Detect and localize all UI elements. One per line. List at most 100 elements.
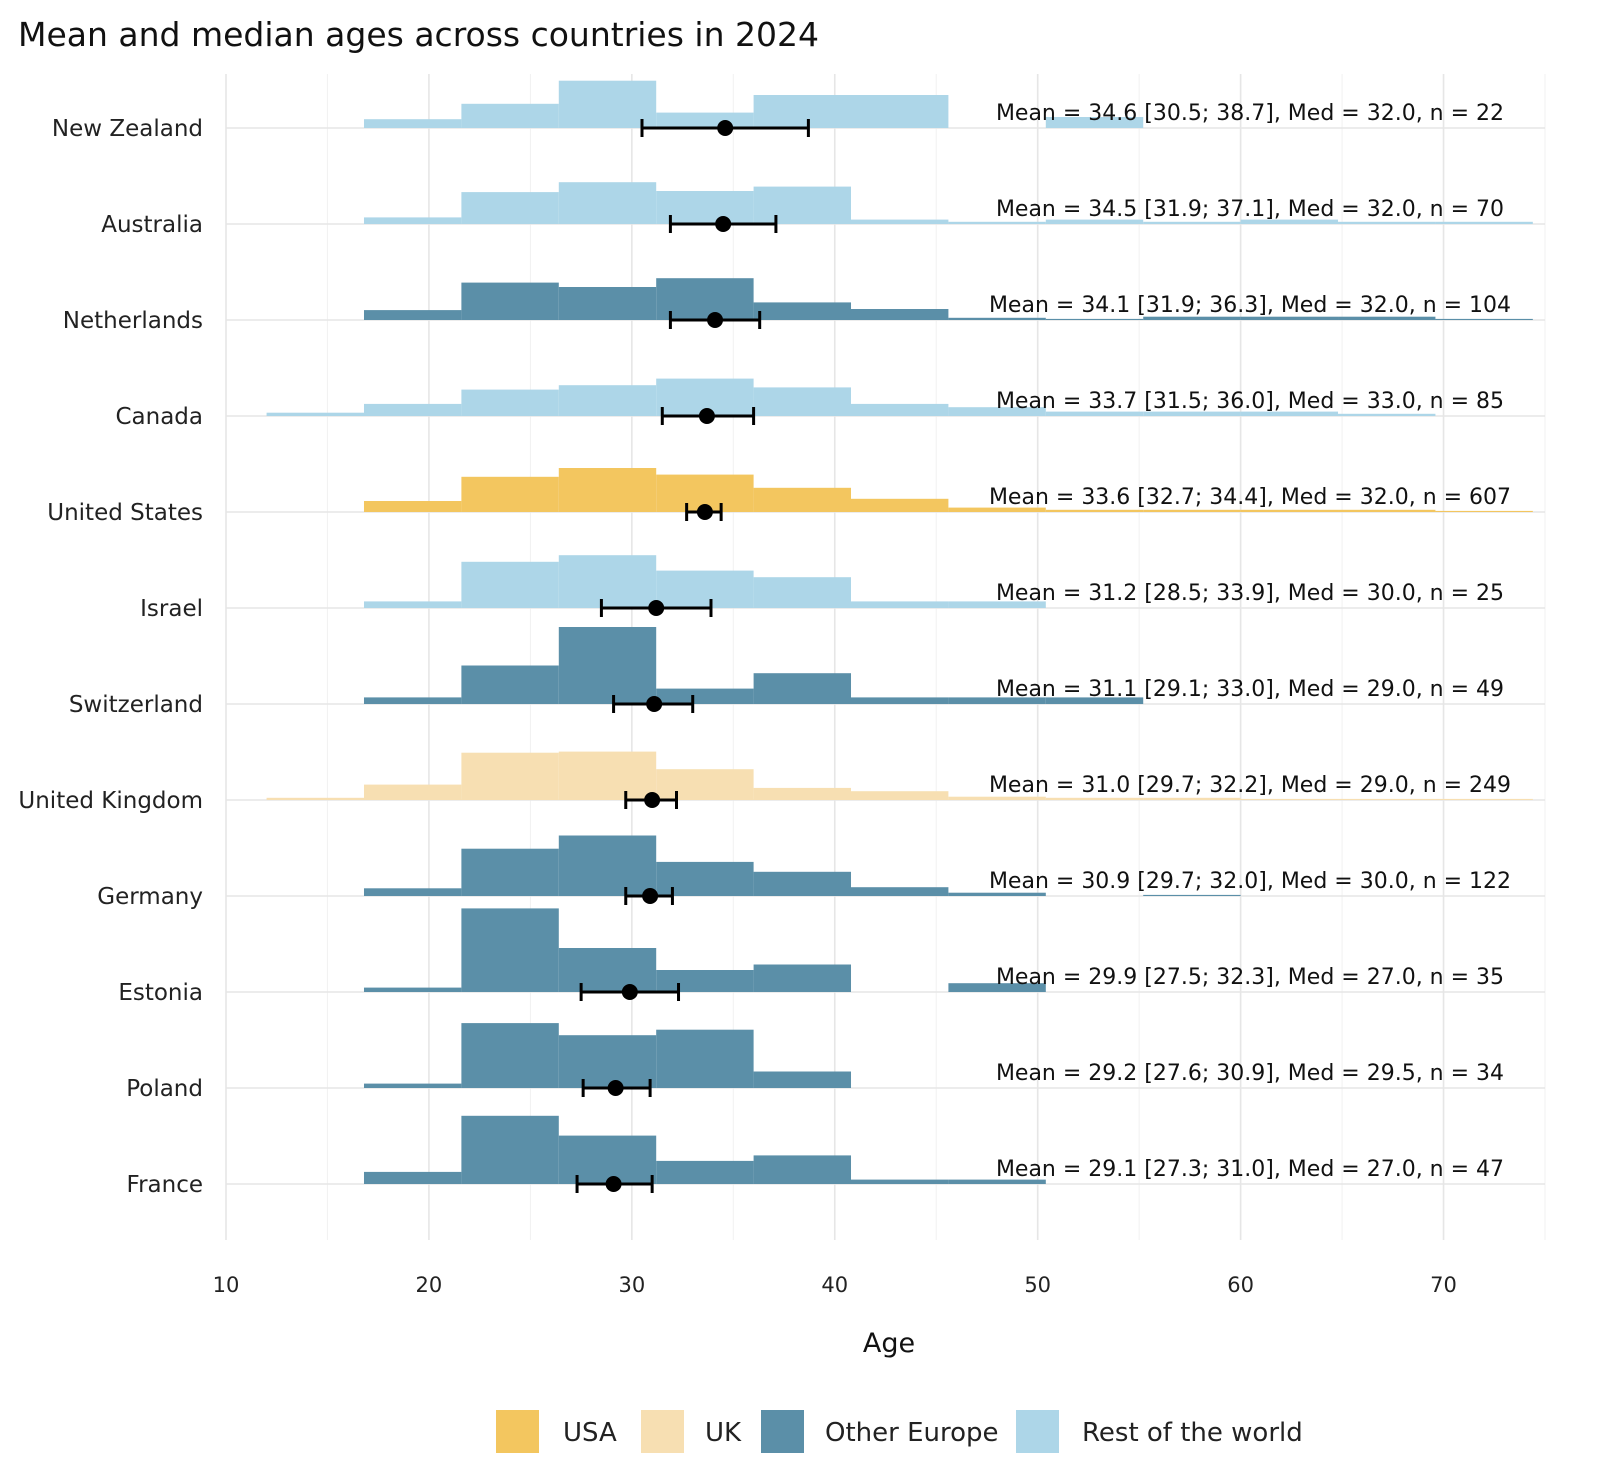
legend-swatch-usa bbox=[496, 1410, 539, 1453]
histogram-bar bbox=[1435, 510, 1533, 512]
histogram-bar bbox=[948, 697, 1046, 704]
x-tick-label: 70 bbox=[1430, 1273, 1457, 1297]
histogram-bar bbox=[851, 498, 949, 512]
histogram-bar bbox=[1143, 797, 1241, 800]
mean-point bbox=[644, 792, 661, 808]
histogram-bar bbox=[461, 561, 559, 608]
histogram-bar bbox=[363, 1083, 462, 1088]
stat-annotation: Mean = 29.1 [27.3; 31.0], Med = 27.0, n … bbox=[996, 1157, 1504, 1182]
histogram-bar bbox=[656, 570, 754, 608]
annotations: Mean = 34.6 [30.5; 38.7], Med = 32.0, n … bbox=[989, 101, 1511, 1182]
histogram-bar bbox=[656, 191, 754, 224]
histogram-bar bbox=[363, 888, 462, 896]
y-axis-labels: New Zealand Australia Netherlands Canada Uni… bbox=[18, 116, 203, 1198]
histogram-bar bbox=[851, 1179, 949, 1184]
legend-label-row: Rest of the world bbox=[1082, 1418, 1303, 1448]
histogram-bar bbox=[363, 119, 462, 128]
y-axis-label: Canada bbox=[115, 404, 203, 430]
histogram-bar bbox=[851, 601, 949, 608]
histogram-bar bbox=[558, 468, 657, 512]
histogram-bar bbox=[461, 752, 559, 800]
x-tick-label: 40 bbox=[821, 1273, 848, 1297]
legend-label-europe: Other Europe bbox=[825, 1418, 999, 1448]
histogram-bar bbox=[948, 407, 1046, 416]
histogram-bar bbox=[656, 278, 754, 320]
chart-title: Mean and median ages across countries in… bbox=[18, 15, 819, 54]
legend-label-uk: UK bbox=[705, 1418, 742, 1448]
histogram-bar bbox=[948, 507, 1046, 512]
histogram-bar bbox=[656, 769, 754, 800]
histogram-bar bbox=[1143, 894, 1241, 896]
mean-point bbox=[642, 888, 659, 904]
histogram-bar bbox=[363, 217, 462, 224]
histogram-bar bbox=[1240, 219, 1339, 224]
histogram-bar bbox=[558, 385, 657, 416]
histogram-bar bbox=[753, 1071, 852, 1088]
histogram-bar bbox=[558, 555, 657, 608]
histogram-bar bbox=[753, 95, 852, 128]
mean-point bbox=[607, 1080, 624, 1096]
histogram-bar bbox=[461, 103, 559, 128]
y-axis-label: New Zealand bbox=[52, 116, 203, 142]
histogram-bar bbox=[1338, 798, 1436, 800]
histogram-bar bbox=[363, 1171, 462, 1184]
histogram-bar bbox=[363, 784, 462, 800]
y-axis-label: France bbox=[127, 1172, 203, 1198]
histogram-bar bbox=[1143, 411, 1241, 416]
histogram-bar bbox=[753, 871, 852, 896]
histogram-bar bbox=[1045, 509, 1144, 512]
histogram-bar bbox=[266, 412, 364, 416]
stat-annotation: Mean = 30.9 [29.7; 32.0], Med = 30.0, n … bbox=[989, 869, 1511, 894]
histogram-bar bbox=[656, 112, 754, 128]
histogram-bar bbox=[363, 697, 462, 704]
mean-point bbox=[707, 312, 724, 328]
histogram-bar bbox=[753, 387, 852, 416]
histogram-bar bbox=[1338, 509, 1436, 512]
histogram-bar bbox=[948, 983, 1046, 992]
histogram-bar bbox=[753, 964, 852, 992]
histogram-bar bbox=[363, 501, 462, 512]
histogram-bar bbox=[1435, 798, 1533, 800]
y-axis-label: Germany bbox=[97, 884, 203, 910]
histogram-bar bbox=[753, 186, 852, 224]
histogram-bar bbox=[1143, 509, 1241, 512]
histogram-bar bbox=[851, 791, 949, 800]
histogram-bar bbox=[1240, 798, 1339, 800]
legend-swatch-uk bbox=[641, 1410, 684, 1453]
y-axis-label: United Kingdom bbox=[18, 788, 203, 814]
histogram-bar bbox=[558, 1035, 657, 1088]
stat-annotation: Mean = 31.2 [28.5; 33.9], Med = 30.0, n … bbox=[996, 581, 1504, 606]
histogram-bar bbox=[851, 403, 949, 416]
stat-annotation: Mean = 29.9 [27.5; 32.3], Med = 27.0, n … bbox=[996, 965, 1504, 990]
histogram-bar bbox=[461, 192, 559, 224]
histogram-bar bbox=[656, 1160, 754, 1184]
histogram-bar bbox=[1143, 221, 1241, 224]
y-axis-label: Poland bbox=[126, 1076, 203, 1102]
histogram-bar bbox=[753, 673, 852, 704]
stat-annotation: Mean = 34.1 [31.9; 36.3], Med = 32.0, n … bbox=[989, 293, 1511, 318]
histogram-bar bbox=[266, 797, 364, 800]
histogram-bar bbox=[461, 389, 559, 416]
histogram-bar bbox=[558, 182, 657, 224]
histogram-bar bbox=[753, 487, 852, 512]
histogram-bar bbox=[948, 221, 1046, 224]
histogram-bar bbox=[558, 948, 657, 992]
error-bars bbox=[575, 119, 810, 1193]
mean-point bbox=[621, 984, 638, 1000]
histogram-bar bbox=[1338, 316, 1436, 320]
histogram-bar bbox=[461, 908, 559, 992]
histogram-bar bbox=[363, 987, 462, 992]
mean-point bbox=[648, 600, 665, 616]
histogram-bar bbox=[558, 627, 657, 704]
histogram-bar bbox=[558, 835, 657, 896]
histogram-bar bbox=[461, 665, 559, 704]
histogram-bar bbox=[363, 601, 462, 608]
stat-annotation: Mean = 31.0 [29.7; 32.2], Med = 29.0, n … bbox=[989, 773, 1511, 798]
histogram-bar bbox=[851, 95, 949, 128]
x-tick-label: 10 bbox=[213, 1273, 240, 1297]
histogram-bar bbox=[753, 787, 852, 800]
histogram-bar bbox=[558, 287, 657, 320]
histogram-bar bbox=[1045, 219, 1144, 224]
histogram-bar bbox=[851, 309, 949, 320]
stat-annotation: Mean = 31.1 [29.1; 33.0], Med = 29.0, n … bbox=[996, 677, 1504, 702]
